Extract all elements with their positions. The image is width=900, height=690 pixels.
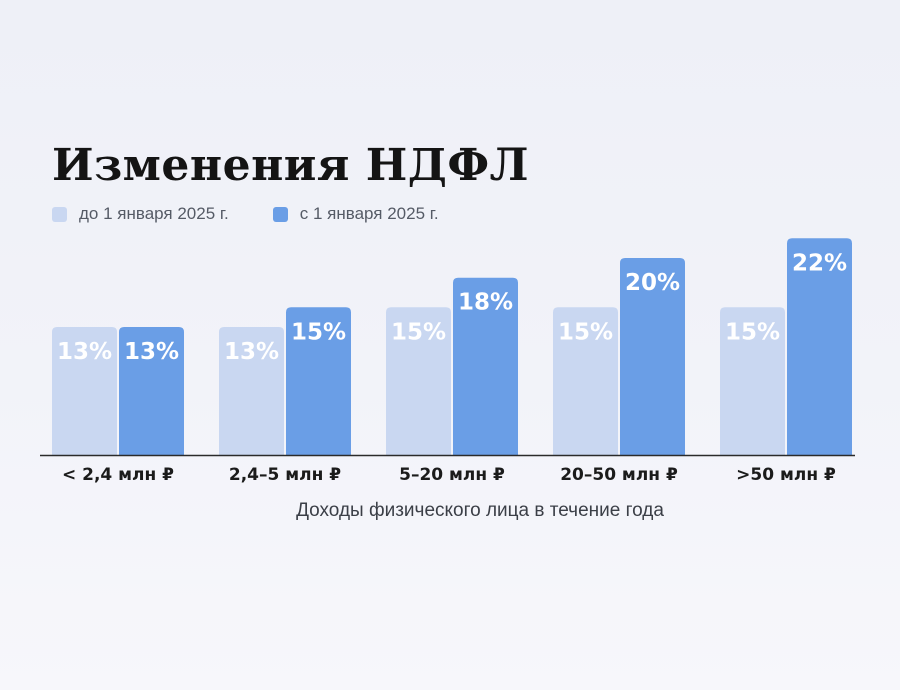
legend-swatch-from-2025 (272, 206, 288, 222)
category-label: 2,4–5 млн ₽ (229, 465, 341, 485)
bar-value-label: 20% (625, 270, 680, 296)
bar-value-label: 15% (291, 319, 346, 345)
category-label: 5–20 млн ₽ (399, 465, 505, 485)
category-label: >50 млн ₽ (736, 465, 836, 485)
bar-value-label: 13% (124, 339, 179, 365)
bar-before-2025 (720, 307, 785, 455)
bar-from-2025 (286, 307, 351, 455)
legend-label-before-2025: до 1 января 2025 г. (79, 204, 229, 223)
bar-value-label: 15% (558, 319, 613, 345)
bar-before-2025 (386, 307, 451, 455)
bar-from-2025 (453, 277, 518, 455)
category-label: < 2,4 млн ₽ (62, 465, 174, 485)
bar-value-label: 15% (725, 319, 780, 345)
legend: до 1 января 2025 г. с 1 января 2025 г. (52, 204, 439, 224)
bar-before-2025 (52, 326, 117, 455)
legend-item-from-2025: с 1 января 2025 г. (272, 204, 439, 224)
bar-from-2025 (787, 238, 852, 455)
bar-from-2025 (620, 258, 685, 455)
bar-value-label: 22% (792, 250, 847, 276)
bar-before-2025 (219, 326, 284, 455)
bar-before-2025 (553, 307, 618, 455)
category-label: 20–50 млн ₽ (560, 465, 678, 485)
bar-value-label: 13% (224, 339, 279, 365)
legend-item-before-2025: до 1 января 2025 г. (52, 204, 229, 224)
bar-group: 15% 22% >50 млн ₽ (720, 238, 852, 485)
bar-value-label: 13% (57, 339, 112, 365)
bar-from-2025 (119, 326, 184, 455)
bar-value-label: 15% (391, 319, 446, 345)
bar-group: 15% 20% 20–50 млн ₽ (553, 258, 685, 485)
legend-label-from-2025: с 1 января 2025 г. (299, 204, 439, 223)
legend-swatch-before-2025 (52, 206, 67, 222)
chart-title: Изменения НДФЛ (52, 140, 530, 191)
bar-group: 15% 18% 5–20 млн ₽ (386, 277, 518, 485)
x-axis-label: Доходы физического лица в течение года (296, 500, 664, 521)
bar-group: 13% 15% 2,4–5 млн ₽ (219, 307, 351, 485)
bar-value-label: 18% (458, 290, 513, 316)
bar-group: 13% 13% < 2,4 млн ₽ (52, 326, 184, 485)
